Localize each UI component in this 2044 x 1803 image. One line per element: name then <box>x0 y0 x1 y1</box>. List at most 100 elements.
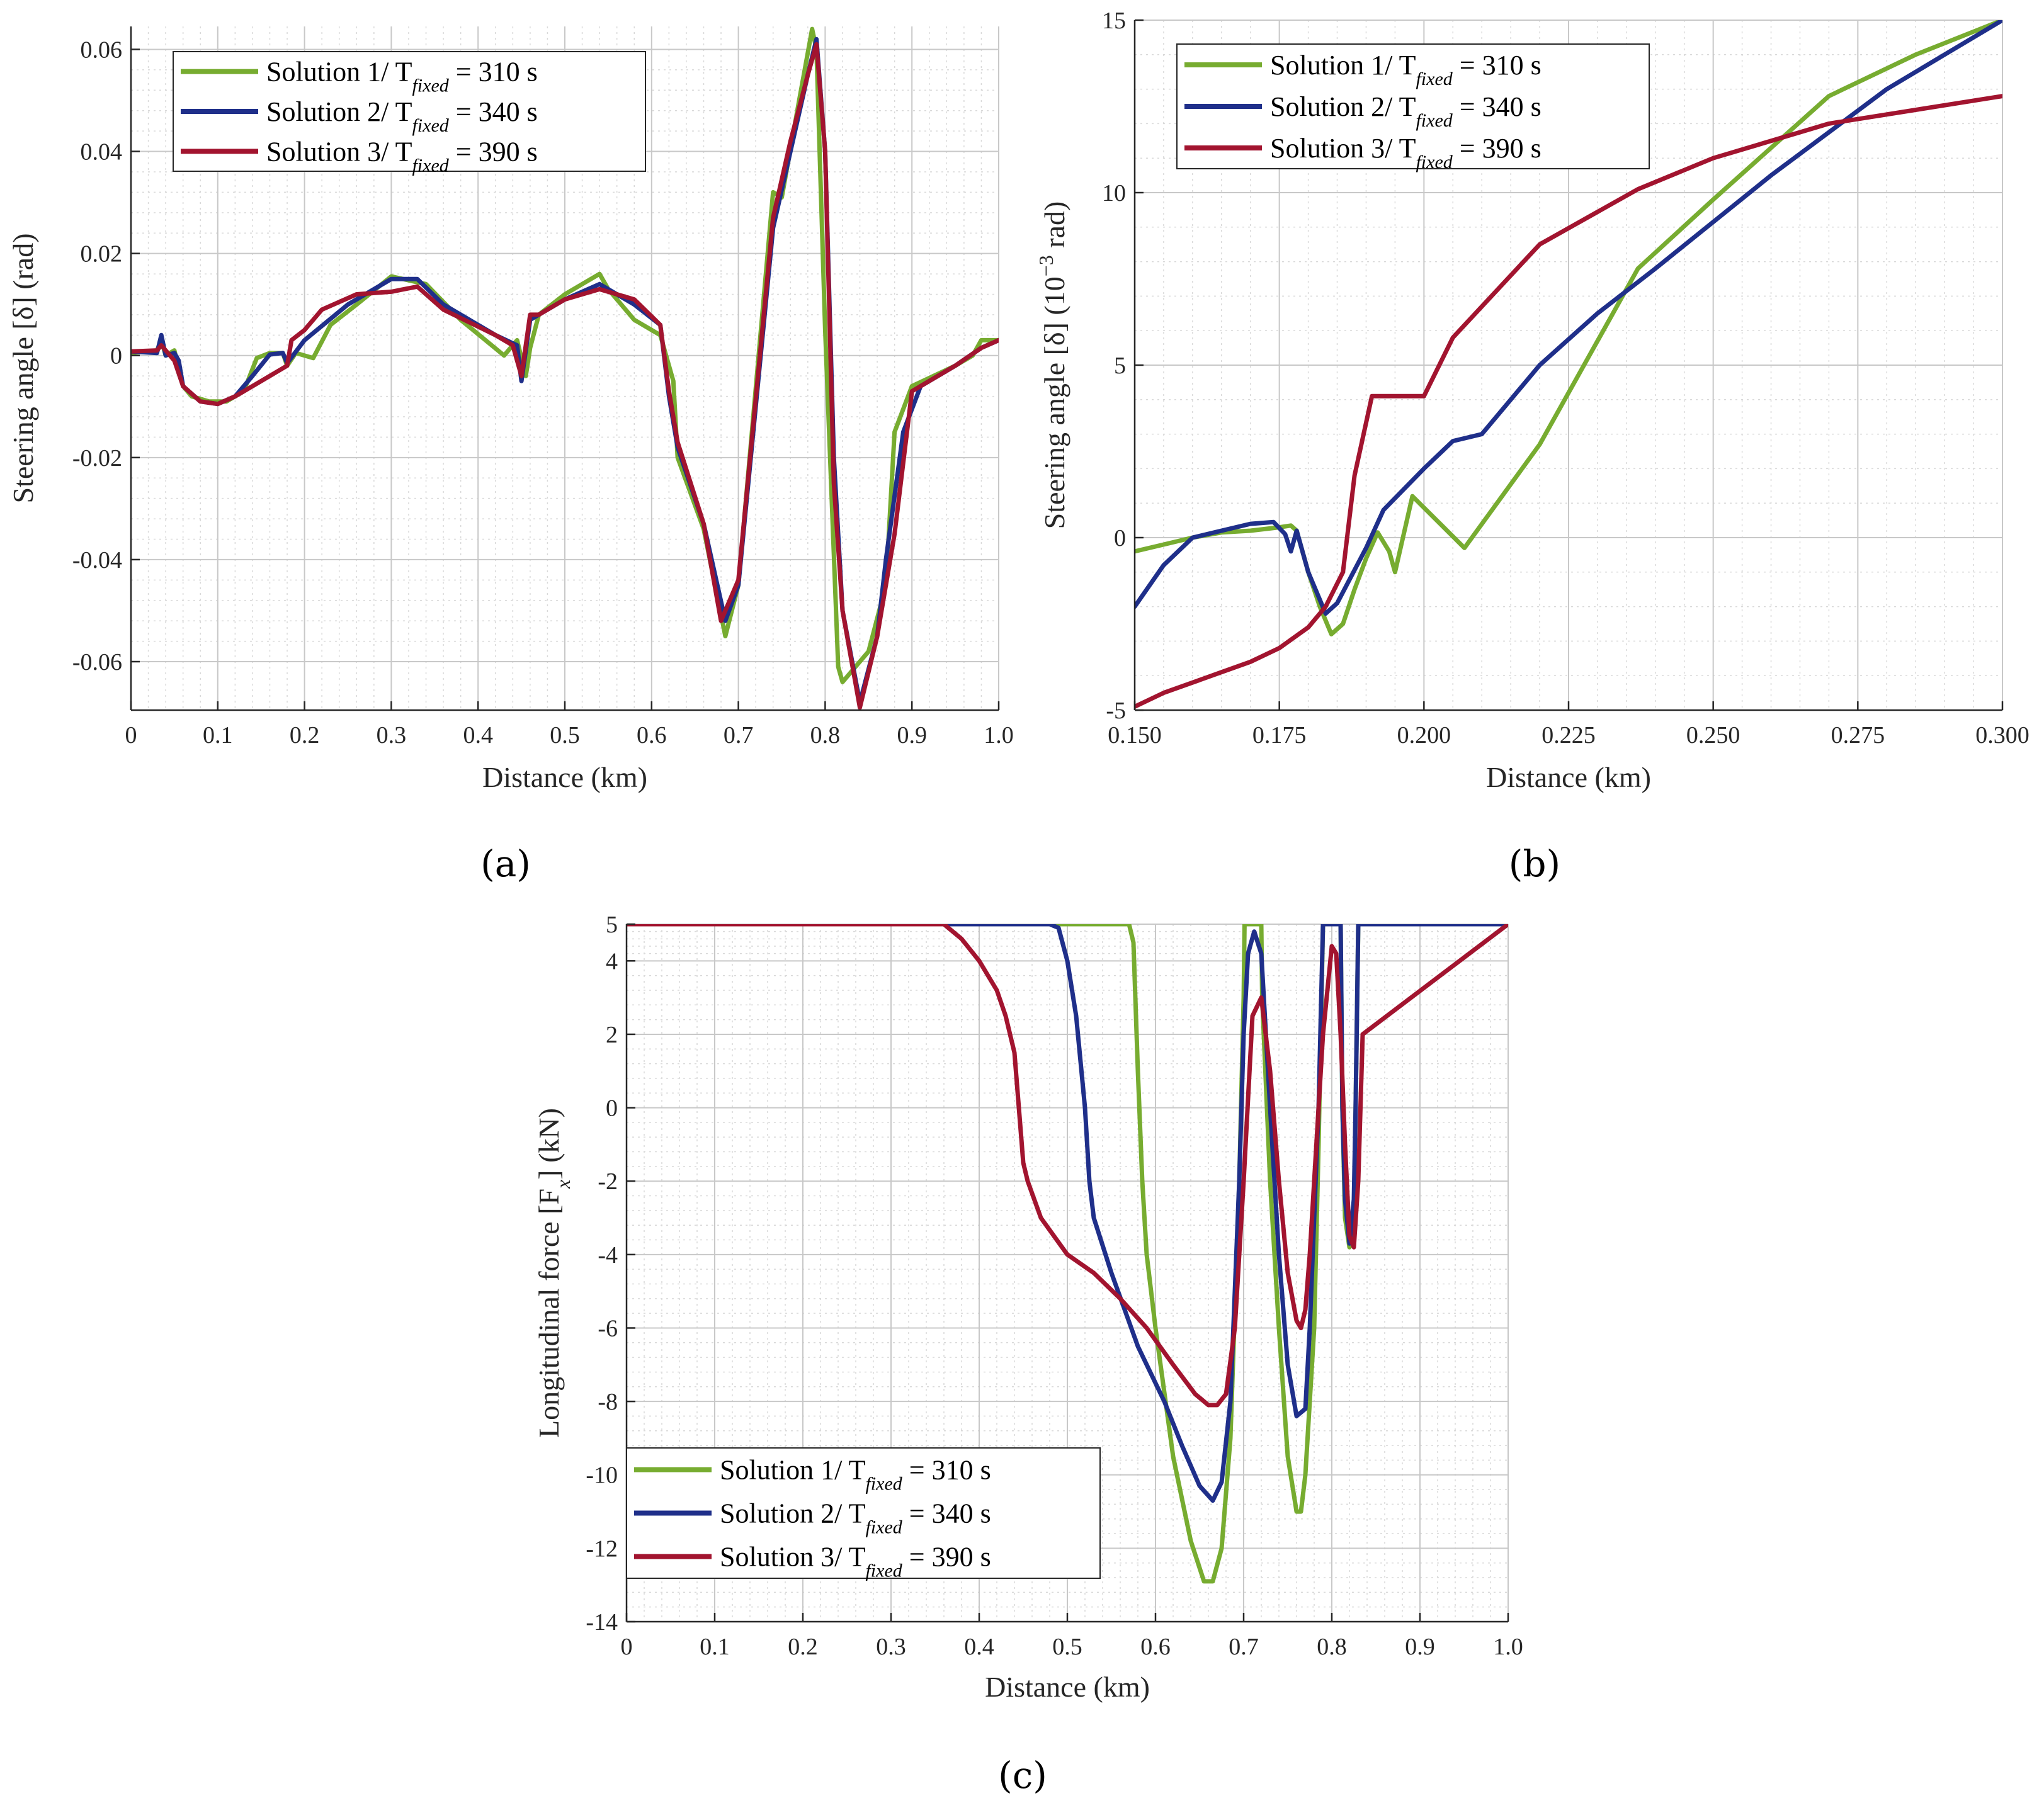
x-tick-label: 0.175 <box>1252 722 1307 749</box>
legend-label: Solution 2/ Tfixed = 340 s <box>1270 91 1542 131</box>
x-tick-label: 0.8 <box>810 722 841 749</box>
y-tick-label: 0 <box>1114 525 1126 551</box>
y-axis-label-text: Steering angle [δ] (rad) <box>7 233 39 503</box>
y-tick-label: -5 <box>1106 698 1126 724</box>
series-line-solution-2 <box>1135 20 2002 616</box>
legend-label-sub: fixed <box>865 1517 902 1537</box>
x-tick-label: 0.1 <box>203 722 233 749</box>
x-tick-label: 0.3 <box>377 722 407 749</box>
x-axis-label: Distance (km) <box>985 1671 1150 1703</box>
legend-label: Solution 1/ Tfixed = 310 s <box>720 1455 991 1495</box>
legend-item-solution-3: Solution 3/ Tfixed = 390 s <box>181 136 538 176</box>
y-tick-label: -12 <box>586 1535 618 1562</box>
y-tick-label: 0.04 <box>81 139 123 166</box>
legend-label: Solution 2/ Tfixed = 340 s <box>720 1498 991 1538</box>
y-tick-label: 5 <box>1114 353 1126 379</box>
y-tick-label: 0 <box>110 343 122 370</box>
y-tick-label: 2 <box>606 1022 618 1048</box>
x-tick-label: 0.300 <box>1975 722 2030 749</box>
y-tick-label: 10 <box>1102 180 1126 206</box>
x-tick-label: 0.1 <box>700 1634 730 1660</box>
legend-label-main: Solution 3/ T <box>1270 133 1416 164</box>
legend-label-tail: = 310 s <box>902 1455 991 1486</box>
y-tick-label: 0 <box>606 1095 618 1122</box>
series-group <box>627 924 1508 1584</box>
x-tick-label: 0.5 <box>1052 1634 1082 1660</box>
series-group <box>131 26 999 710</box>
legend-label-sub: fixed <box>1416 110 1453 131</box>
x-tick-label: 0.275 <box>1831 722 1885 749</box>
x-axis-label: Distance (km) <box>482 761 647 793</box>
y-axis-label-tail: ] (kN) <box>533 1108 565 1180</box>
y-tick-label: 0.06 <box>81 37 123 63</box>
x-tick-label: 0.6 <box>1140 1634 1171 1660</box>
legend-label-tail: = 310 s <box>1453 50 1542 81</box>
y-tick-label: 15 <box>1102 8 1126 34</box>
y-axis-label-text: Steering angle [δ] (10 <box>1038 276 1070 529</box>
legend-label: Solution 1/ Tfixed = 310 s <box>266 57 538 96</box>
x-tick-label: 0.2 <box>788 1634 818 1660</box>
y-tick-label: -10 <box>586 1462 618 1489</box>
x-tick-label: 0.4 <box>463 722 493 749</box>
legend-item-solution-1: Solution 1/ Tfixed = 310 s <box>634 1455 991 1495</box>
legend-label-main: Solution 2/ T <box>1270 91 1416 122</box>
legend-label-sub: fixed <box>865 1560 902 1581</box>
x-tick-label: 0.225 <box>1542 722 1596 749</box>
legend-label-main: Solution 2/ T <box>266 96 412 127</box>
legend-label-tail: = 390 s <box>1453 133 1542 164</box>
legend-label: Solution 3/ Tfixed = 390 s <box>1270 133 1542 172</box>
y-tick-label: -14 <box>586 1609 618 1636</box>
x-tick-label: 0.8 <box>1317 1634 1347 1660</box>
x-tick-label: 0.4 <box>964 1634 994 1660</box>
y-axis-label: Steering angle [δ] (10−3 rad) <box>1035 201 1070 529</box>
y-tick-label: -6 <box>598 1315 618 1342</box>
legend-label-sub: fixed <box>412 75 449 96</box>
legend-label-sub: fixed <box>412 155 449 176</box>
x-tick-label: 0.150 <box>1108 722 1162 749</box>
x-tick-label: 0.5 <box>550 722 580 749</box>
y-axis-label-text: Longitudinal force [F <box>533 1189 565 1438</box>
panel-label-a: (a) <box>480 842 531 885</box>
legend-label-main: Solution 3/ T <box>720 1542 866 1573</box>
series-group <box>1135 20 2002 709</box>
legend-label-tail: = 310 s <box>449 57 538 88</box>
y-axis-label-sup: −3 <box>1035 255 1057 276</box>
x-tick-label: 0.3 <box>876 1634 906 1660</box>
legend-label: Solution 2/ Tfixed = 340 s <box>266 96 538 136</box>
legend-label-sub: fixed <box>1416 69 1453 89</box>
series-line-solution-1 <box>1135 20 2002 636</box>
y-axis-label: Longitudinal force [Fx] (kN) <box>533 1108 574 1438</box>
x-axis-label: Distance (km) <box>1486 761 1651 793</box>
legend-label-main: Solution 1/ T <box>1270 50 1416 81</box>
legend-label-tail: = 340 s <box>902 1498 991 1529</box>
legend-item-solution-1: Solution 1/ Tfixed = 310 s <box>181 57 538 96</box>
x-tick-label: 0.200 <box>1397 722 1451 749</box>
series-line-solution-3 <box>627 924 1508 1408</box>
x-tick-label: 0.2 <box>290 722 320 749</box>
panel-label-b: (b) <box>1509 842 1560 885</box>
legend-label-tail: = 390 s <box>902 1542 991 1573</box>
y-axis-label: Steering angle [δ] (rad) <box>7 233 39 503</box>
panel-label-c: (c) <box>998 1754 1047 1797</box>
legend-label-sub: fixed <box>1416 152 1453 172</box>
x-tick-label: 0.250 <box>1686 722 1740 749</box>
y-tick-label: -4 <box>598 1242 618 1269</box>
legend-label-main: Solution 1/ T <box>266 57 412 88</box>
x-tick-label: 0.7 <box>724 722 754 749</box>
legend-label: Solution 3/ Tfixed = 390 s <box>720 1542 991 1581</box>
y-axis-label-tail: rad) <box>1038 201 1070 256</box>
x-tick-label: 1.0 <box>1493 1634 1523 1660</box>
x-tick-label: 0.9 <box>1405 1634 1435 1660</box>
y-tick-label: -0.04 <box>72 547 122 574</box>
x-tick-label: 1.0 <box>984 722 1014 749</box>
legend-label-tail: = 390 s <box>449 136 538 167</box>
legend-label-tail: = 340 s <box>1453 91 1542 122</box>
series-line-solution-3 <box>131 42 999 710</box>
chart-c-longitudinal-force: 0 0.1 0.2 0.3 0.4 0.5 0.6 0.7 0.8 0.9 1.0 -14 -12 -10… <box>533 912 1523 1703</box>
y-tick-label: -0.06 <box>72 649 122 675</box>
y-tick-label: -8 <box>598 1389 618 1415</box>
